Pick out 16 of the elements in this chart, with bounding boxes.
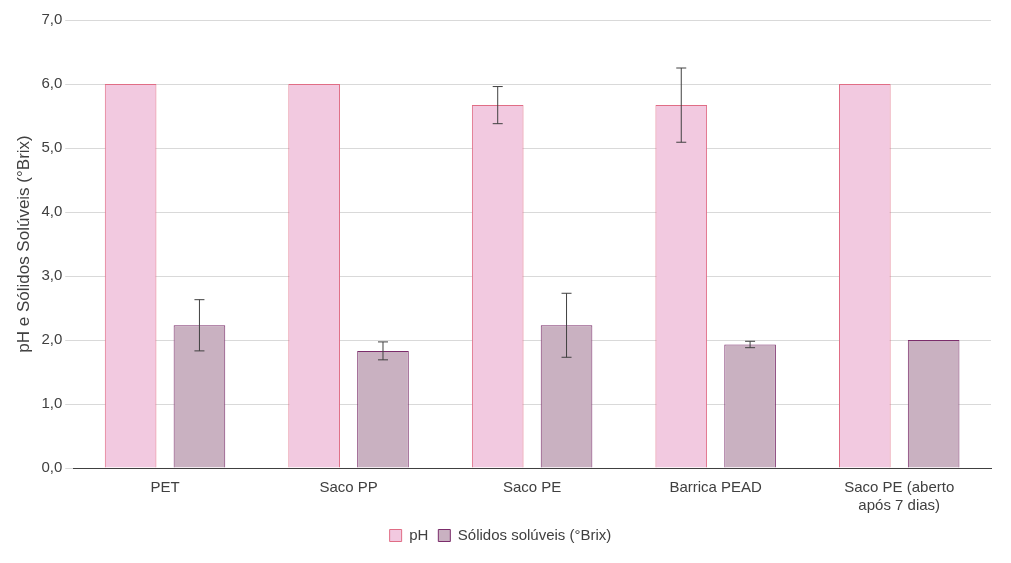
y-tick-label: 2,0 <box>41 330 63 348</box>
legend-label: Sólidos solúveis (°Brix) <box>457 525 612 543</box>
y-axis-title: pH e Sólidos Solúveis (°Brix) <box>13 135 33 353</box>
legend-label: pH <box>409 525 429 543</box>
y-tick-label: 0,0 <box>41 458 63 476</box>
y-tick-label: 5,0 <box>41 138 63 156</box>
x-tick-label: Saco PE (aberto após 7 dias) <box>844 478 955 514</box>
y-tick-label: 3,0 <box>41 266 63 284</box>
x-tick-label: PET <box>150 478 180 496</box>
x-tick-label: Saco PE <box>502 478 562 496</box>
y-tick-label: 6,0 <box>41 74 63 92</box>
x-tick-label: Saco PP <box>319 478 378 496</box>
y-tick-label: 4,0 <box>41 202 63 220</box>
x-tick-label: Barrica PEAD <box>669 478 763 496</box>
y-tick-label: 1,0 <box>41 394 63 412</box>
y-tick-label: 7,0 <box>41 10 63 28</box>
